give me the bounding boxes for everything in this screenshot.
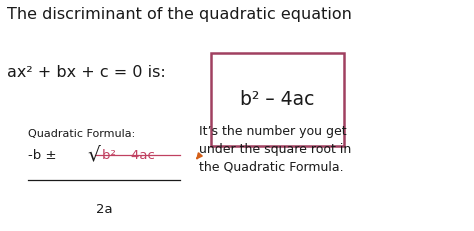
Text: ax² + bx + c = 0 is:: ax² + bx + c = 0 is: [7,65,166,80]
FancyBboxPatch shape [211,53,344,146]
Text: √: √ [88,145,100,164]
Text: -b ±: -b ± [28,149,61,162]
Text: It’s the number you get
under the square root in
the Quadratic Formula.: It’s the number you get under the square… [199,125,351,174]
Text: 2a: 2a [96,203,113,216]
Text: b² – 4ac: b² – 4ac [240,90,314,109]
Text: Quadratic Formula:: Quadratic Formula: [28,129,136,139]
Text: The discriminant of the quadratic equation: The discriminant of the quadratic equati… [7,7,352,22]
Text: b² – 4ac: b² – 4ac [102,149,155,162]
